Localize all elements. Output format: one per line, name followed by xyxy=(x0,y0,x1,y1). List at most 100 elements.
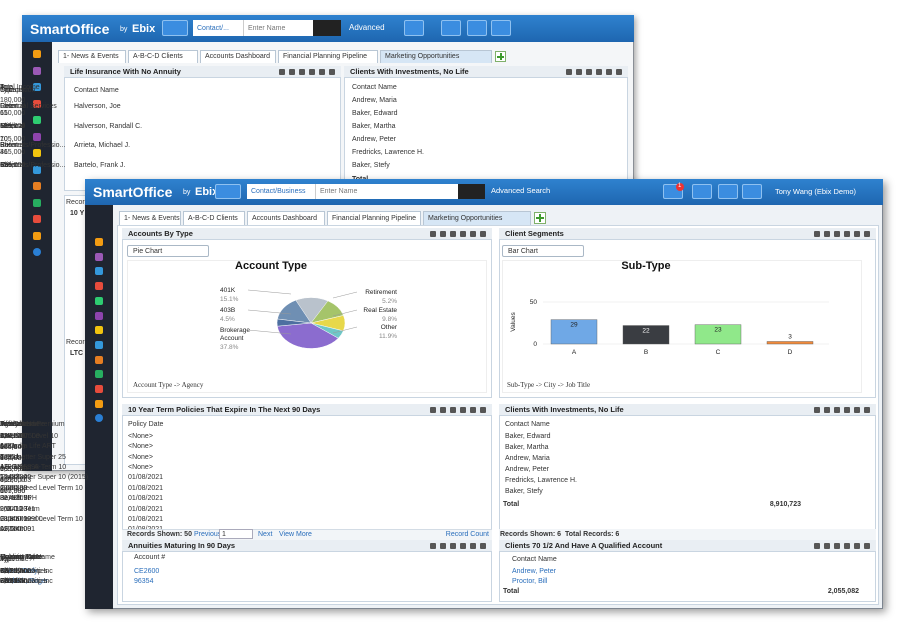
tool-icon[interactable] xyxy=(844,543,850,549)
tool-icon[interactable] xyxy=(299,69,305,75)
sidebar-icon[interactable] xyxy=(33,83,41,91)
view-more-link[interactable]: View More xyxy=(279,531,312,538)
tool-icon[interactable] xyxy=(834,543,840,549)
tool-icon[interactable] xyxy=(279,69,285,75)
sidebar-icon[interactable] xyxy=(33,116,41,124)
search-input[interactable] xyxy=(315,184,458,199)
sidebar-icon[interactable] xyxy=(95,296,103,305)
tool-icon[interactable] xyxy=(329,69,335,75)
tool-icon[interactable] xyxy=(814,231,820,237)
tool-icon[interactable] xyxy=(440,407,446,413)
tool-icon[interactable] xyxy=(430,543,436,549)
sidebar-icon[interactable] xyxy=(95,311,103,320)
tool-icon[interactable] xyxy=(814,543,820,549)
tool-icon[interactable] xyxy=(430,231,436,237)
pager-next[interactable]: Next xyxy=(258,531,273,538)
tab[interactable] xyxy=(128,50,198,63)
tool-icon[interactable] xyxy=(440,543,446,549)
search-button[interactable] xyxy=(313,20,341,36)
tool-icon[interactable] xyxy=(596,69,602,75)
sidebar-icon[interactable] xyxy=(95,399,103,408)
sidebar-icon[interactable] xyxy=(95,326,103,335)
header-button[interactable] xyxy=(491,20,511,36)
advanced-search-link[interactable]: Advanced Search xyxy=(491,186,551,195)
tool-icon[interactable] xyxy=(480,407,486,413)
sidebar-icon[interactable] xyxy=(95,340,103,349)
tool-icon[interactable] xyxy=(854,543,860,549)
page-select[interactable] xyxy=(219,529,253,539)
tab[interactable] xyxy=(58,50,126,63)
sidebar-icon[interactable] xyxy=(95,370,103,379)
search-type[interactable] xyxy=(247,184,315,199)
header-button[interactable] xyxy=(441,20,461,36)
header-button[interactable] xyxy=(404,20,424,36)
tool-icon[interactable] xyxy=(309,69,315,75)
sidebar-icon[interactable] xyxy=(33,231,41,240)
tool-icon[interactable] xyxy=(470,543,476,549)
tool-icon[interactable] xyxy=(616,69,622,75)
tab[interactable] xyxy=(183,211,245,225)
tab[interactable] xyxy=(278,50,378,63)
tool-icon[interactable] xyxy=(566,69,572,75)
tool-icon[interactable] xyxy=(480,231,486,237)
tool-icon[interactable] xyxy=(470,231,476,237)
tool-icon[interactable] xyxy=(824,543,830,549)
tool-icon[interactable] xyxy=(576,69,582,75)
sidebar-icon[interactable] xyxy=(33,182,41,190)
tool-icon[interactable] xyxy=(430,407,436,413)
home-button[interactable] xyxy=(162,20,188,36)
pager-previous[interactable]: Previous xyxy=(194,531,222,538)
tool-icon[interactable] xyxy=(450,543,456,549)
tab[interactable] xyxy=(423,211,531,225)
sidebar-icon[interactable] xyxy=(33,50,41,58)
tab[interactable] xyxy=(200,50,276,63)
tool-icon[interactable] xyxy=(834,231,840,237)
tool-icon[interactable] xyxy=(844,231,850,237)
sidebar-icon[interactable] xyxy=(95,238,103,246)
sidebar-icon[interactable] xyxy=(95,355,103,364)
sidebar-icon[interactable] xyxy=(95,385,103,393)
tool-icon[interactable] xyxy=(460,407,466,413)
tool-icon[interactable] xyxy=(824,407,830,413)
sidebar-icon[interactable] xyxy=(33,66,41,75)
tab[interactable] xyxy=(119,211,181,225)
tool-icon[interactable] xyxy=(824,231,830,237)
sidebar-icon[interactable] xyxy=(33,132,41,141)
tool-icon[interactable] xyxy=(814,407,820,413)
header-button[interactable] xyxy=(718,184,738,199)
advanced-search-link[interactable]: Advanced xyxy=(349,23,385,32)
sidebar-icon[interactable] xyxy=(33,198,41,207)
search-type[interactable] xyxy=(193,20,243,36)
sidebar-icon[interactable] xyxy=(33,165,41,174)
user-menu[interactable]: Tony Wang (Ebix Demo) xyxy=(775,187,856,196)
chart-dropdown[interactable] xyxy=(502,245,584,257)
tab[interactable] xyxy=(380,50,492,63)
sidebar-toggle[interactable] xyxy=(33,248,41,256)
sidebar-icon[interactable] xyxy=(33,99,41,108)
tool-icon[interactable] xyxy=(854,407,860,413)
tool-icon[interactable] xyxy=(480,543,486,549)
sidebar-icon[interactable] xyxy=(95,267,103,276)
tab[interactable] xyxy=(327,211,421,225)
tool-icon[interactable] xyxy=(864,231,870,237)
tab[interactable] xyxy=(247,211,325,225)
search-button[interactable] xyxy=(458,184,485,199)
header-button[interactable] xyxy=(467,20,487,36)
tool-icon[interactable] xyxy=(460,543,466,549)
sidebar-icon[interactable] xyxy=(95,252,103,261)
tool-icon[interactable] xyxy=(854,231,860,237)
header-button[interactable] xyxy=(692,184,712,199)
tool-icon[interactable] xyxy=(844,407,850,413)
sidebar-toggle[interactable] xyxy=(95,414,103,423)
sidebar-icon[interactable] xyxy=(95,282,103,291)
tool-icon[interactable] xyxy=(606,69,612,75)
tool-icon[interactable] xyxy=(470,407,476,413)
tool-icon[interactable] xyxy=(289,69,295,75)
tool-icon[interactable] xyxy=(864,407,870,413)
sidebar-icon[interactable] xyxy=(33,215,41,223)
header-button[interactable] xyxy=(742,184,762,199)
chart-dropdown[interactable] xyxy=(127,245,209,257)
tool-icon[interactable] xyxy=(440,231,446,237)
search-input[interactable] xyxy=(243,20,313,36)
tool-icon[interactable] xyxy=(864,543,870,549)
